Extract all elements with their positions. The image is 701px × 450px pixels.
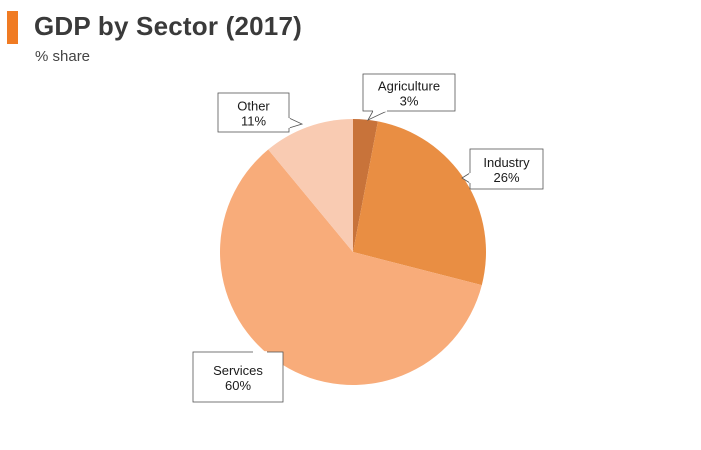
slice-label: Agriculture bbox=[378, 79, 440, 94]
slice-label: Other bbox=[237, 99, 270, 114]
callout-box bbox=[362, 73, 456, 112]
chart-subtitle: % share bbox=[35, 48, 91, 65]
slice-value-label: 60% bbox=[225, 378, 251, 393]
slice-label: Services bbox=[213, 363, 263, 378]
pie-slices bbox=[220, 119, 486, 385]
callout-box bbox=[469, 148, 544, 190]
callout-box bbox=[192, 351, 284, 403]
pie-callouts: Agriculture3%Industry26%Services60%Other… bbox=[192, 73, 544, 403]
slice-value-label: 3% bbox=[400, 94, 419, 109]
slice-value-label: 26% bbox=[493, 170, 519, 185]
pie-slice-agriculture bbox=[353, 119, 378, 252]
callout-pointer bbox=[461, 172, 471, 184]
callout-box bbox=[217, 92, 290, 133]
title-accent-bar bbox=[7, 11, 18, 44]
pie-slice-services bbox=[220, 149, 482, 385]
pie-slice-industry bbox=[353, 121, 486, 286]
callout-pointer bbox=[367, 110, 388, 121]
slice-label: Industry bbox=[483, 155, 530, 170]
pie-slice-other bbox=[268, 119, 353, 252]
callout-pointer bbox=[288, 117, 304, 129]
slice-value-label: 11% bbox=[241, 114, 266, 129]
chart-title: GDP by Sector (2017) bbox=[34, 11, 302, 41]
